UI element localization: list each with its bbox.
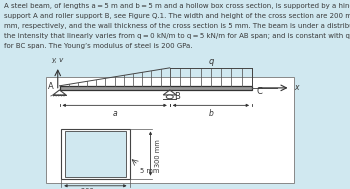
Text: B: B: [174, 92, 180, 101]
Circle shape: [166, 95, 173, 99]
Text: x: x: [294, 83, 299, 92]
Text: mm, respectively, and the wall thickness of the cross section is 5 mm. The beam : mm, respectively, and the wall thickness…: [4, 23, 350, 29]
Text: 5 mm: 5 mm: [140, 168, 159, 174]
Text: 200 mm: 200 mm: [82, 188, 109, 189]
Text: A steel beam, of lengths a = 5 m and b = 5 m and a hollow box cross section, is : A steel beam, of lengths a = 5 m and b =…: [4, 3, 350, 9]
Text: C: C: [256, 87, 262, 96]
Bar: [46, 77, 294, 183]
Bar: [65, 131, 126, 177]
Text: y, v: y, v: [52, 57, 64, 63]
Text: a: a: [112, 109, 117, 118]
Bar: [60, 86, 252, 90]
Text: A: A: [48, 82, 54, 91]
Text: b: b: [209, 109, 213, 118]
Text: the intensity that linearly varies from q = 0 kN/m to q = 5 kN/m for AB span; an: the intensity that linearly varies from …: [4, 33, 350, 39]
Text: for BC span. The Young’s modulus of steel is 200 GPa.: for BC span. The Young’s modulus of stee…: [4, 43, 192, 49]
Text: q: q: [208, 57, 214, 66]
Bar: [61, 129, 130, 179]
Text: 300 mm: 300 mm: [155, 140, 161, 167]
Text: support A and roller support B, see Figure Q.1. The width and height of the cros: support A and roller support B, see Figu…: [4, 13, 350, 19]
